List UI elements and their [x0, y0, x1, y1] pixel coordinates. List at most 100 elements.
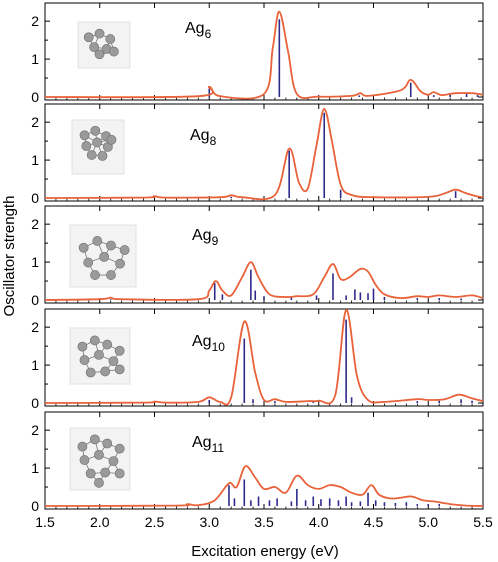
- panel-label-subscript: 8: [210, 134, 217, 148]
- y-tick-label: 0: [31, 292, 39, 308]
- cluster-inset: [71, 119, 125, 175]
- panel-label-subscript: 6: [205, 27, 212, 41]
- cluster-atom: [114, 364, 125, 375]
- panel-ag11: 0 1 2 Ag11: [31, 411, 484, 514]
- cluster-atom: [94, 28, 105, 39]
- y-tick-label: 2: [31, 216, 39, 232]
- panel-ag6: 0 1 2 Ag6: [31, 2, 484, 105]
- cluster-atom: [105, 34, 116, 44]
- y-tick-label: 1: [31, 460, 39, 476]
- y-tick-label: 0: [31, 190, 39, 206]
- cluster-atom: [100, 366, 111, 377]
- envelope-line: [44, 465, 484, 507]
- panel-label-base: Ag: [190, 127, 210, 144]
- panel-label-base: Ag: [192, 333, 212, 350]
- cluster-atom: [119, 245, 130, 255]
- x-tick-label: 2.0: [90, 514, 110, 530]
- y-tick-label: 1: [31, 51, 39, 67]
- cluster-atom: [89, 434, 100, 445]
- panel-label: Ag10: [192, 333, 225, 354]
- x-tick-label: 1.5: [35, 514, 55, 530]
- y-axis-label: Oscillator strength: [1, 196, 18, 317]
- cluster-atom: [114, 345, 125, 356]
- cluster-atom: [99, 251, 110, 262]
- cluster-atom: [77, 341, 88, 352]
- cluster-inset: [69, 224, 137, 288]
- y-tick-label: 1: [31, 152, 39, 168]
- cluster-atom: [94, 49, 105, 60]
- cluster-inset: [69, 327, 131, 385]
- cluster-atom: [89, 42, 100, 53]
- cluster-atom: [78, 242, 89, 253]
- cluster-atom: [92, 236, 103, 246]
- cluster-atom: [85, 367, 96, 378]
- x-tick-label: 4.0: [309, 514, 329, 530]
- envelope-line: [44, 107, 484, 201]
- panel-label: Ag9: [192, 227, 219, 248]
- cluster-inset: [69, 427, 131, 491]
- cluster-atom: [81, 141, 92, 151]
- x-tick-label: 4.5: [364, 514, 384, 530]
- cluster-atom: [108, 356, 119, 367]
- panel-label: Ag11: [192, 434, 224, 455]
- cluster-atom: [100, 467, 111, 478]
- envelope-line: [44, 10, 484, 100]
- envelope-line: [44, 261, 484, 301]
- envelope-line: [44, 309, 484, 406]
- cluster-atom: [94, 477, 104, 488]
- panel-label-base: Ag: [192, 227, 212, 244]
- cluster-atom: [106, 270, 116, 280]
- panel-label: Ag8: [190, 127, 217, 148]
- y-tick-label: 2: [31, 13, 39, 29]
- y-tick-label: 2: [31, 422, 39, 438]
- cluster-atom: [92, 137, 103, 148]
- panel-ag8: 0 1 2 Ag8: [31, 103, 484, 206]
- panel-label-subscript: 9: [212, 234, 219, 248]
- y-tick-label: 0: [31, 395, 39, 411]
- panel-ag9: 0 1 2 Ag9: [31, 205, 484, 308]
- y-tick-label: 2: [31, 114, 39, 130]
- cluster-atom: [106, 240, 116, 251]
- cluster-atom: [97, 150, 108, 161]
- panel-label: Ag6: [185, 20, 212, 41]
- cluster-atom: [102, 339, 113, 350]
- cluster-atom: [108, 456, 119, 467]
- cluster-atom: [108, 46, 119, 57]
- panel-label-subscript: 11: [212, 441, 225, 455]
- y-tick-label: 2: [31, 319, 39, 335]
- cluster-atom: [77, 441, 88, 452]
- y-tick-label: 0: [31, 89, 39, 105]
- cluster-atom: [115, 258, 125, 269]
- cluster-atom: [86, 150, 97, 160]
- cluster-atom: [79, 455, 90, 465]
- cluster-atom: [90, 125, 101, 136]
- cluster-atom: [79, 355, 90, 365]
- cluster-atom: [102, 438, 113, 449]
- panel-ag10: 0 1 2 Ag10: [31, 308, 484, 411]
- y-tick-label: 1: [31, 254, 39, 270]
- x-axis-label: Excitation energy (eV): [191, 543, 339, 560]
- x-tick-label: 5.5: [473, 514, 493, 530]
- cluster-atom: [114, 443, 125, 454]
- cluster-atom: [89, 335, 100, 346]
- panel-label-base: Ag: [185, 20, 205, 37]
- cluster-atom: [83, 257, 94, 268]
- x-tick-label: 3.0: [200, 514, 220, 530]
- x-tick-label: 5.0: [419, 514, 439, 530]
- cluster-atom: [79, 130, 90, 141]
- cluster-atom: [90, 270, 100, 280]
- y-tick-label: 1: [31, 357, 39, 373]
- x-tick-label: 2.5: [145, 514, 165, 530]
- cluster-atom: [94, 449, 104, 460]
- cluster-atom: [106, 134, 117, 145]
- x-tick-label: 3.5: [254, 514, 274, 530]
- panel-label-base: Ag: [192, 434, 212, 451]
- cluster-atom: [114, 468, 125, 479]
- panel-label-subscript: 10: [212, 340, 226, 354]
- cluster-inset: [77, 21, 131, 69]
- y-tick-label: 0: [31, 498, 39, 514]
- cluster-atom: [85, 468, 96, 479]
- cluster-atom: [83, 32, 94, 43]
